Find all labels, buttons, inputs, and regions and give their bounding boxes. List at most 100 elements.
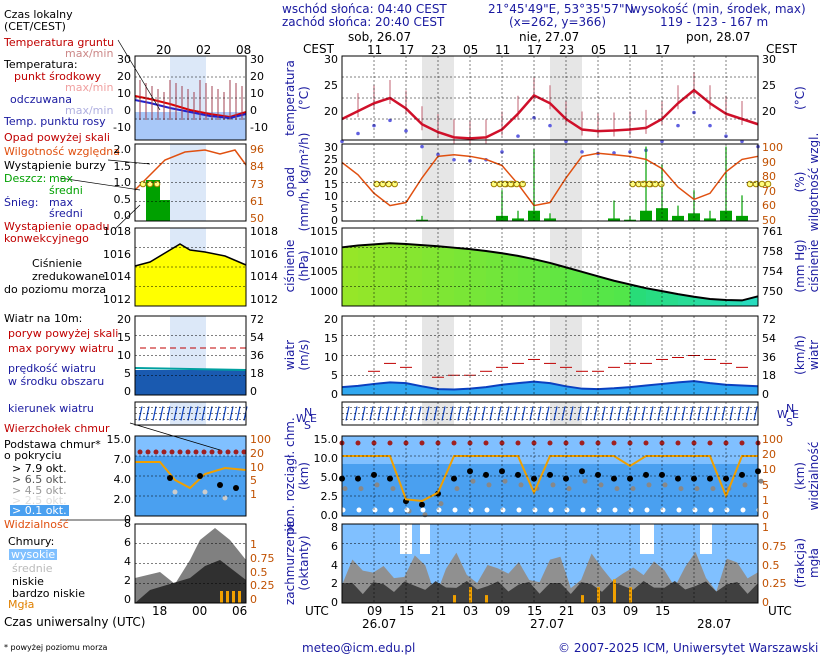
pressure-fill-seg (614, 280, 630, 306)
legend-pressure-2: zredukowane (32, 270, 105, 283)
legend-wind-tick-left: 0 (124, 385, 131, 398)
legend-pressure-line (134, 243, 247, 267)
legend-fog-tick-right: 1 (250, 538, 257, 551)
cloud-base-dot-light (502, 478, 508, 484)
legend-rain-mean: średni (49, 184, 83, 197)
cloud-base-dot-white (740, 507, 746, 513)
legend-wind-tick-right: 0 (250, 385, 257, 398)
precip-tick-left: 5 (331, 201, 338, 215)
temp-tick-right: 20 (762, 105, 776, 118)
cloud-base-dot-light (422, 512, 428, 518)
legend-panel-frame-wind-dir (134, 401, 247, 426)
legend-cloud-base-1: Podstawa chmur* (4, 438, 101, 451)
legend-cc-tick-left: 4 (124, 555, 131, 568)
cloud-base-dot-light (486, 482, 492, 488)
panel-frame-temperature (341, 55, 759, 141)
footer-email[interactable]: meteo@icm.edu.pl (302, 641, 416, 655)
legend-vis-tick-right: 1 (250, 488, 257, 501)
legend-press-tick-right: 1012 (250, 293, 278, 306)
cloud-base-dot-light (518, 482, 524, 488)
wind-speed-line (341, 380, 759, 391)
cloud-base-dot-light (566, 486, 572, 492)
dew-point-dot (708, 123, 712, 128)
cloud-base-dot-light (646, 482, 652, 488)
cb-top-dot (691, 440, 697, 446)
precip-mean-bar (512, 218, 524, 221)
cb-top-dot (483, 440, 489, 446)
legend-fog-bar (232, 591, 235, 603)
temp-tick-left: 30 (324, 53, 338, 66)
pressure-fill-seg (406, 243, 422, 306)
precip-mean-bar (496, 215, 508, 221)
legend-cloud-base-dot-light (222, 495, 228, 501)
pressure-tick-left: 1010 (310, 245, 338, 258)
legend-press-tick-left: 1012 (103, 293, 131, 306)
pressure-fill-seg (662, 291, 678, 306)
cb-top-dot (403, 440, 409, 446)
precip-tick-left: 20 (324, 165, 338, 179)
cb-top-dot (707, 440, 713, 446)
cloud-base-dot (499, 468, 505, 475)
legend-clouds: Chmury: (8, 535, 55, 548)
bottom-hour-label: 21 (559, 604, 575, 618)
visibility-tick-right: 1 (762, 493, 769, 507)
label-pressure-right: ciśnienie (807, 239, 820, 293)
sunrise-text: wschód słońca: 04:40 CEST (282, 2, 447, 16)
grid-text: (x=262, y=366) (509, 15, 607, 29)
legend-okt65: > 6.5 okt. (12, 473, 67, 486)
cloud-base-dot-light (390, 486, 396, 492)
cloud-base-dot-white (644, 507, 650, 513)
legend-storm-marker (146, 180, 154, 188)
legend-fog-tick-right: 0 (250, 593, 257, 606)
legend-cb-top-dot (201, 449, 207, 455)
legend-cloud-low (135, 560, 246, 603)
legend-cloud-base-dot (217, 482, 223, 488)
cloud-base-dot-white (372, 507, 378, 513)
legend-perceived: odczuwana (10, 93, 72, 106)
temperature-line (341, 88, 759, 140)
date-label-2: 27.07 (530, 617, 565, 631)
pressure-mmhg-tick-right: 758 (762, 245, 783, 258)
cloud-base-dot (355, 475, 361, 482)
legend-pressure-3: do poziomu morza (4, 283, 107, 296)
pressure-fill-seg (726, 300, 742, 306)
legend-pressure-1: Ciśnienie (32, 257, 83, 270)
dew-point-dot (404, 129, 408, 133)
legend-utc-time: Czas uniwersalny (UTC) (4, 615, 146, 629)
temp-tick-right: 30 (762, 53, 776, 66)
temp-tick-left: 25 (324, 79, 338, 92)
legend-wind-tick-right: 18 (250, 367, 264, 380)
cloud-base-dot-light (758, 478, 764, 484)
pressure-fill-seg (678, 294, 694, 306)
label-temperature-unit: (°C) (297, 86, 311, 110)
panel-frame-cloud-cover (341, 523, 759, 604)
legend-gust-above: poryw powyżej skali (8, 327, 119, 340)
cloud-base-dot (483, 471, 489, 478)
cloud-base-dot (451, 475, 457, 482)
humidity-tick-right: 60 (762, 199, 776, 213)
pressure-fill-seg (598, 276, 614, 306)
legend-cb-top-dot (225, 449, 231, 455)
legend-fog-tick-right: 0.75 (250, 551, 275, 565)
precip-mean-bar (416, 219, 428, 221)
elevation-title: wysokość (min, środek, max) (631, 2, 806, 16)
legend-pressure-fill (135, 244, 246, 306)
cloudcover-tick-left: 6 (331, 539, 338, 553)
legend-snow: Śnieg: (4, 196, 39, 209)
cloud-clear-patch (400, 524, 412, 554)
legend-cb-top-dot (233, 449, 239, 455)
label-precip-unit: (mm/h, kg/m²/h) (297, 132, 311, 232)
dew-point-dot (628, 150, 632, 154)
cloud-base-dot-light (438, 501, 444, 507)
cloudbase-upper (342, 436, 758, 464)
cb-top-dot (371, 440, 377, 446)
pressure-fill-seg (646, 288, 662, 306)
precip-mean-bar (528, 210, 540, 221)
legend-precip-tick-left: 0.5 (113, 192, 132, 206)
label-cloud-base: pion. rozciągł. chm. (283, 417, 297, 535)
legend-vis-tick-right: 10 (250, 460, 264, 474)
precip-mean-bar (704, 218, 716, 221)
cloud-base-dot-white (404, 507, 410, 513)
cloud-base-dot-white (468, 507, 474, 513)
storm-marker (507, 180, 514, 188)
